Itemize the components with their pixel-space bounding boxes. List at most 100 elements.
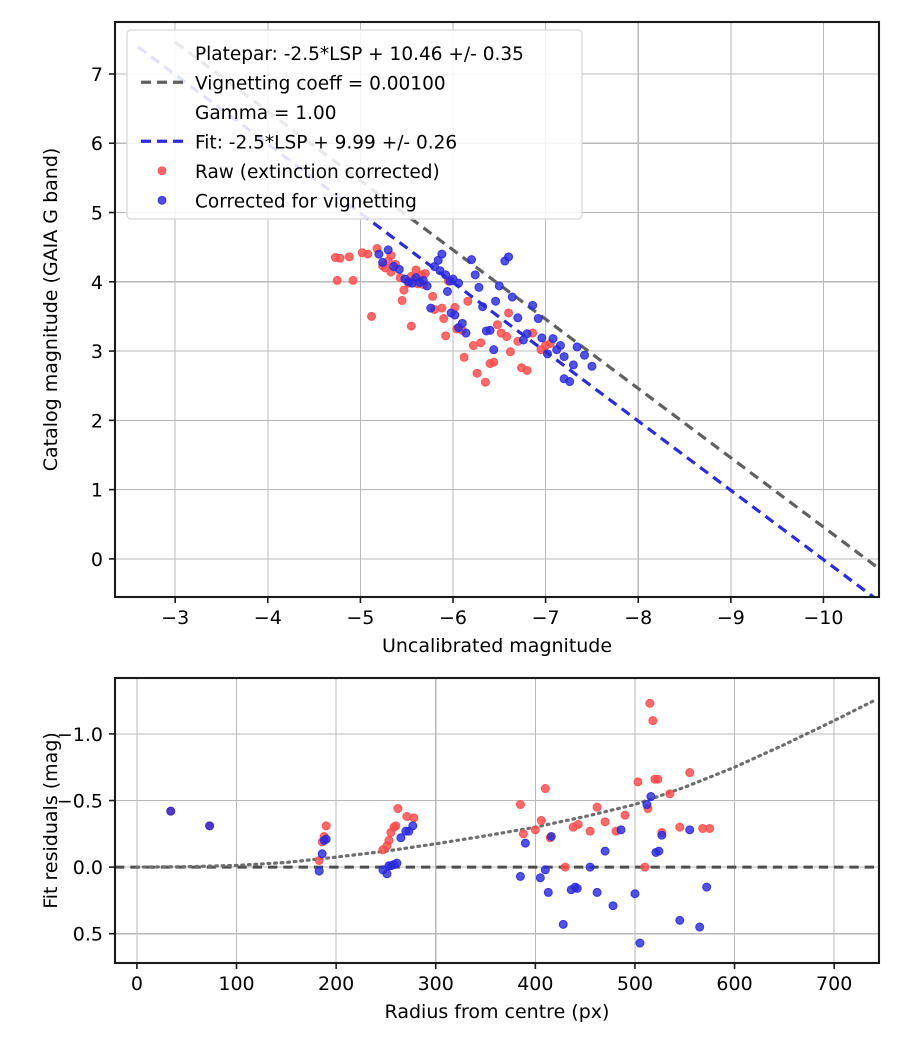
x-tick-label: −8	[624, 607, 652, 629]
legend-background	[126, 29, 583, 220]
data-point	[546, 831, 556, 841]
x-tick-label: −5	[346, 607, 374, 629]
legend-item[interactable]: Corrected for vignetting	[157, 191, 417, 212]
data-point	[393, 804, 403, 814]
x-tick-label: −9	[717, 607, 745, 629]
data-point	[568, 360, 578, 370]
legend-item[interactable]: Platepar: -2.5*LSP + 10.46 +/- 0.35	[195, 44, 524, 65]
data-point	[374, 249, 384, 259]
data-point	[392, 858, 402, 868]
x-tick-label: −10	[803, 607, 843, 629]
data-point	[439, 314, 449, 324]
data-point	[555, 341, 565, 351]
data-point	[383, 245, 393, 255]
data-point	[344, 252, 354, 262]
data-point	[542, 349, 552, 359]
data-point	[559, 374, 569, 384]
series-corrected-for-vignetting	[374, 245, 597, 387]
x-tick-label: −7	[532, 607, 560, 629]
data-point	[665, 789, 675, 799]
plot-area-fit-residuals	[115, 678, 879, 963]
data-point	[494, 281, 504, 291]
data-point	[520, 838, 530, 848]
data-point	[640, 862, 650, 872]
data-point	[384, 835, 394, 845]
data-point	[314, 866, 324, 876]
data-point	[533, 314, 543, 324]
data-point	[675, 915, 685, 925]
data-point	[491, 296, 501, 306]
legend-label: Raw (extinction corrected)	[195, 162, 440, 183]
data-point	[437, 303, 447, 313]
y-tick-label: 0	[91, 549, 103, 571]
axes-frame-fit-residuals	[113, 676, 881, 965]
data-point	[572, 883, 582, 893]
data-point	[394, 264, 404, 274]
x-tick-label: 700	[816, 973, 852, 995]
data-point	[422, 281, 432, 291]
data-point	[585, 862, 595, 872]
legend-item[interactable]: Fit: -2.5*LSP + 9.99 +/- 0.26	[141, 132, 457, 153]
data-point	[332, 275, 342, 285]
data-point	[397, 295, 407, 305]
data-point	[522, 329, 532, 339]
data-point	[705, 823, 715, 833]
legend-label: Platepar: -2.5*LSP + 10.46 +/- 0.35	[195, 44, 524, 65]
data-point	[620, 810, 630, 820]
y-tick-label: 1	[91, 480, 103, 502]
data-point	[642, 800, 652, 810]
x-axis-title: Radius from centre (px)	[385, 1001, 610, 1023]
legend-label: Fit: -2.5*LSP + 9.99 +/- 0.26	[195, 132, 457, 153]
legend-label: Vignetting coeff = 0.00100	[195, 73, 446, 94]
y-tick-label: 4	[91, 272, 103, 294]
data-point	[653, 774, 663, 784]
series-corrected-for-vignetting	[166, 792, 712, 948]
x-tick-label: −6	[439, 607, 467, 629]
gridlines-fit-residuals	[115, 678, 879, 963]
data-point	[363, 249, 373, 259]
x-tick-label: 300	[418, 973, 454, 995]
ticks-fit-residuals: 0 100 200 300 400 500 600 700 0.5 0.0 −0.5 −1.0	[57, 724, 852, 995]
y-tick-label: 3	[91, 341, 103, 363]
legend-item[interactable]: Gamma = 1.00	[195, 103, 337, 124]
data-point	[536, 816, 546, 825]
x-tick-label: 200	[318, 973, 354, 995]
data-point	[435, 266, 445, 276]
data-point	[585, 826, 595, 836]
y-axis-title: Fit residuals (mag)	[40, 732, 62, 909]
y-tick-label: 6	[91, 133, 103, 155]
x-tick-label: 400	[517, 973, 553, 995]
data-point	[543, 887, 553, 897]
data-point	[321, 834, 331, 844]
data-point	[441, 331, 451, 341]
data-point	[470, 270, 480, 280]
data-point	[317, 849, 327, 859]
data-point	[505, 347, 515, 357]
data-point	[685, 825, 695, 835]
data-point	[489, 345, 499, 355]
x-tick-label: −3	[161, 607, 189, 629]
data-point	[409, 813, 419, 823]
data-point	[478, 302, 488, 312]
data-point	[548, 334, 558, 344]
x-tick-label: 100	[218, 973, 254, 995]
y-tick-label: 2	[91, 410, 103, 432]
data-point	[437, 249, 447, 259]
data-point	[205, 821, 215, 831]
legend-label: Corrected for vignetting	[195, 191, 417, 212]
data-point	[535, 873, 545, 883]
data-point	[504, 308, 514, 318]
legend-item[interactable]: Vignetting coeff = 0.00100	[141, 73, 446, 94]
data-point	[399, 285, 409, 295]
y-tick-label: 7	[91, 64, 103, 86]
data-point	[348, 275, 358, 285]
legend-dot-swatch	[157, 166, 167, 176]
data-point	[428, 291, 438, 301]
data-point	[450, 310, 460, 320]
legend-item[interactable]: Raw (extinction corrected)	[157, 162, 440, 183]
data-point	[461, 328, 471, 338]
axes-frame-photometry-calibration	[113, 20, 881, 599]
data-point	[645, 698, 655, 708]
